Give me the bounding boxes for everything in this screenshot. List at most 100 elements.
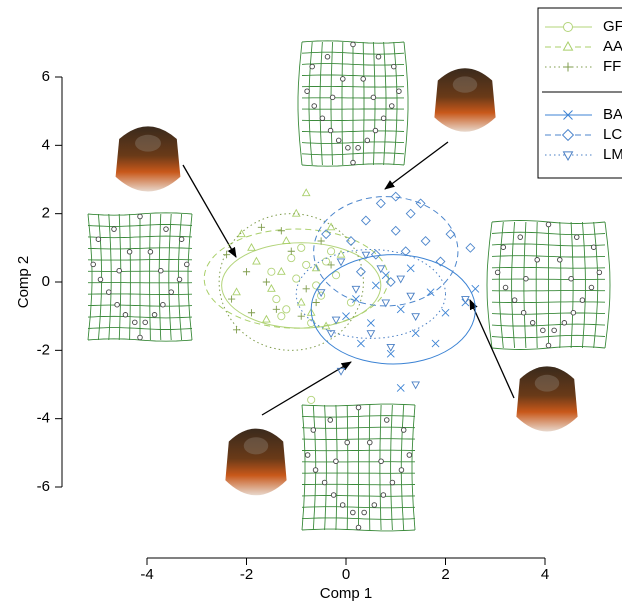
landmark	[328, 128, 333, 133]
x-tick-label: -2	[240, 566, 253, 583]
point	[327, 261, 334, 268]
landmark	[351, 160, 356, 165]
point	[322, 230, 331, 239]
grid-line-v	[391, 405, 393, 530]
legend-label: AA	[603, 38, 622, 55]
landmark	[381, 493, 386, 498]
x-tick-label: 2	[441, 566, 449, 583]
landmark	[143, 320, 148, 325]
landmark	[361, 77, 366, 82]
point	[442, 309, 449, 316]
point	[407, 293, 414, 299]
grid-line-h	[302, 507, 415, 508]
grid-line-h	[302, 496, 415, 497]
landmark	[91, 262, 96, 267]
landmark	[589, 285, 594, 290]
landmark	[372, 503, 377, 508]
grid-line-v	[130, 214, 131, 340]
landmark	[159, 268, 164, 273]
point	[263, 278, 270, 285]
grid-line-v	[347, 405, 348, 530]
landmark	[591, 245, 596, 250]
point	[327, 223, 334, 229]
confidence-ellipse	[296, 250, 445, 339]
grid-line-v	[560, 222, 561, 348]
chart: -4-2024-6-4-20246 Comp 1 Comp 2 GFAAFFBA…	[0, 0, 622, 607]
landmark	[351, 510, 356, 515]
grid-line-v	[336, 405, 337, 530]
grid-line-v	[188, 214, 192, 340]
landmark	[384, 418, 389, 423]
grid-line-h	[302, 131, 404, 132]
landmark	[356, 525, 361, 530]
confidence-ellipse	[219, 214, 363, 351]
landmark	[562, 321, 567, 326]
deformation-grid	[302, 404, 415, 531]
grid-line-v	[512, 222, 515, 348]
grid-line-h	[302, 484, 415, 485]
landmark	[310, 64, 315, 69]
point	[372, 282, 379, 289]
grid-line-v	[342, 42, 343, 165]
landmark	[133, 320, 138, 325]
point	[337, 251, 344, 257]
y-tick-label: -4	[37, 410, 50, 427]
point	[248, 309, 255, 316]
deformation-grid	[298, 41, 408, 166]
landmark	[356, 405, 361, 410]
point	[357, 267, 366, 276]
landmark	[401, 428, 406, 433]
point	[238, 230, 245, 236]
point	[298, 299, 305, 305]
point	[323, 258, 330, 265]
grid-line-h	[302, 427, 415, 428]
landmark	[169, 290, 174, 295]
point	[327, 248, 334, 255]
landmark	[501, 245, 506, 250]
landmark	[330, 95, 335, 100]
head-shine	[535, 375, 559, 392]
landmark	[107, 290, 112, 295]
arrow	[262, 362, 351, 415]
point	[293, 275, 300, 282]
x-tick-label: 4	[541, 566, 549, 583]
landmark	[368, 440, 373, 445]
grid-line-v	[119, 214, 121, 340]
grid-line-v	[309, 42, 312, 165]
landmark	[399, 468, 404, 473]
landmark	[390, 480, 395, 485]
ant-head-photo	[116, 126, 181, 191]
point	[233, 288, 240, 294]
point	[248, 244, 255, 250]
grid-line-v	[88, 214, 92, 340]
point	[243, 268, 250, 275]
landmark	[521, 310, 526, 315]
grid-line-h	[88, 260, 192, 261]
ant-head-photo	[434, 68, 495, 132]
landmark	[392, 64, 397, 69]
landmark	[161, 302, 166, 307]
grid-line-v	[605, 222, 610, 348]
point	[278, 227, 285, 234]
point	[283, 306, 290, 313]
landmark	[407, 453, 412, 458]
point	[303, 189, 310, 195]
grid-line-h	[302, 75, 404, 76]
series	[219, 214, 363, 351]
legend-label: GF	[603, 18, 622, 35]
landmark	[571, 310, 576, 315]
y-axis-label: Comp 2	[15, 256, 32, 309]
grid-line-v	[169, 214, 171, 340]
grid-line-v	[373, 42, 375, 165]
point	[352, 286, 359, 292]
grid-line-v	[159, 214, 161, 340]
point	[367, 331, 374, 337]
grid-line-h	[492, 267, 605, 268]
point	[377, 266, 384, 272]
grid-line-h	[88, 248, 192, 249]
landmark	[185, 262, 190, 267]
landmark	[311, 428, 316, 433]
landmark	[574, 235, 579, 240]
point	[223, 251, 230, 258]
grid-line-v	[331, 42, 333, 165]
